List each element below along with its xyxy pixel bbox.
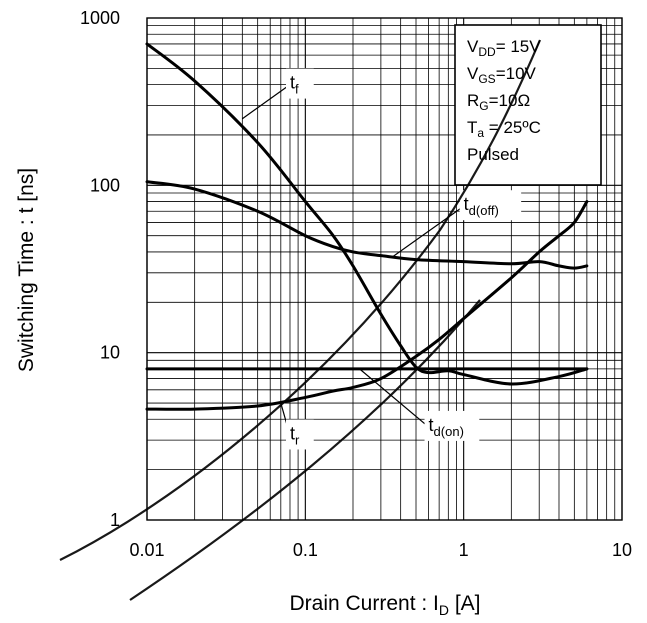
watermark bbox=[59, 39, 542, 601]
label-bg-tf bbox=[285, 68, 314, 99]
x-axis-title: Drain Current : ID [A] bbox=[289, 592, 480, 618]
series-label-main: t bbox=[464, 194, 469, 214]
y-axis-title: Switching Time : t [ns] bbox=[15, 168, 38, 372]
curves bbox=[145, 42, 589, 411]
leader-tdon bbox=[359, 368, 429, 428]
series-label-main: t bbox=[290, 73, 295, 93]
y-tick-label: 10 bbox=[100, 343, 120, 363]
tick-labels: 0.01 0.1 1 10 1 10 100 1000 bbox=[80, 8, 632, 560]
condition-sub: DD bbox=[478, 45, 496, 59]
conditions-box bbox=[454, 24, 602, 186]
series-label-sub: d(on) bbox=[434, 424, 464, 439]
condition-value: = 25ºC bbox=[484, 118, 541, 137]
y-tick-label: 100 bbox=[90, 175, 120, 195]
condition-line: Pulsed bbox=[467, 145, 519, 164]
condition-sub: a bbox=[477, 126, 484, 140]
y-tick-label: 1000 bbox=[80, 8, 120, 28]
condition-line: RG=10Ω bbox=[467, 91, 530, 113]
condition-main: V bbox=[467, 64, 479, 83]
series-label-tf: tf bbox=[290, 73, 299, 97]
x-tick-label: 10 bbox=[612, 540, 632, 560]
series-label-sub: f bbox=[295, 82, 299, 97]
y-tick-label: 1 bbox=[110, 510, 120, 530]
label-bg-tdoff bbox=[459, 190, 522, 221]
x-tick-label: 0.01 bbox=[129, 540, 164, 560]
condition-main: Pulsed bbox=[467, 145, 519, 164]
series-label-tdon: td(on) bbox=[429, 415, 464, 439]
condition-value: =10Ω bbox=[489, 91, 531, 110]
condition-value: = 15V bbox=[496, 37, 542, 56]
condition-sub: GS bbox=[478, 72, 495, 86]
x-axis-title-unit: [A] bbox=[449, 592, 481, 615]
x-tick-label: 0.1 bbox=[293, 540, 318, 560]
series-label-sub: d(off) bbox=[469, 203, 499, 218]
label-bg-tr bbox=[285, 419, 314, 450]
condition-line: VDD= 15V bbox=[467, 37, 541, 59]
x-axis-title-main: Drain Current : I bbox=[289, 592, 438, 615]
condition-main: T bbox=[467, 118, 477, 137]
leader-tdoff bbox=[391, 205, 465, 259]
condition-sub: G bbox=[479, 99, 488, 113]
leader-tf bbox=[241, 84, 291, 120]
series-label-tdoff: td(off) bbox=[464, 194, 499, 218]
series-label-main: t bbox=[290, 423, 295, 443]
series-tf-line bbox=[145, 42, 589, 386]
plot-frame bbox=[146, 17, 623, 521]
condition-line: VGS=10V bbox=[467, 64, 537, 86]
condition-value: =10V bbox=[496, 64, 537, 83]
label-bg-tdon bbox=[424, 410, 480, 441]
condition-main: R bbox=[467, 91, 479, 110]
series-label-tr: tr bbox=[290, 423, 300, 447]
series-tdoff-line bbox=[145, 180, 589, 270]
x-tick-label: 1 bbox=[459, 540, 469, 560]
series-label-main: t bbox=[429, 415, 434, 435]
condition-line: Ta = 25ºC bbox=[467, 118, 541, 140]
series-tr-line bbox=[145, 200, 589, 411]
series-label-sub: r bbox=[295, 432, 300, 447]
condition-main: V bbox=[467, 37, 479, 56]
x-axis-title-sub: D bbox=[439, 602, 449, 618]
